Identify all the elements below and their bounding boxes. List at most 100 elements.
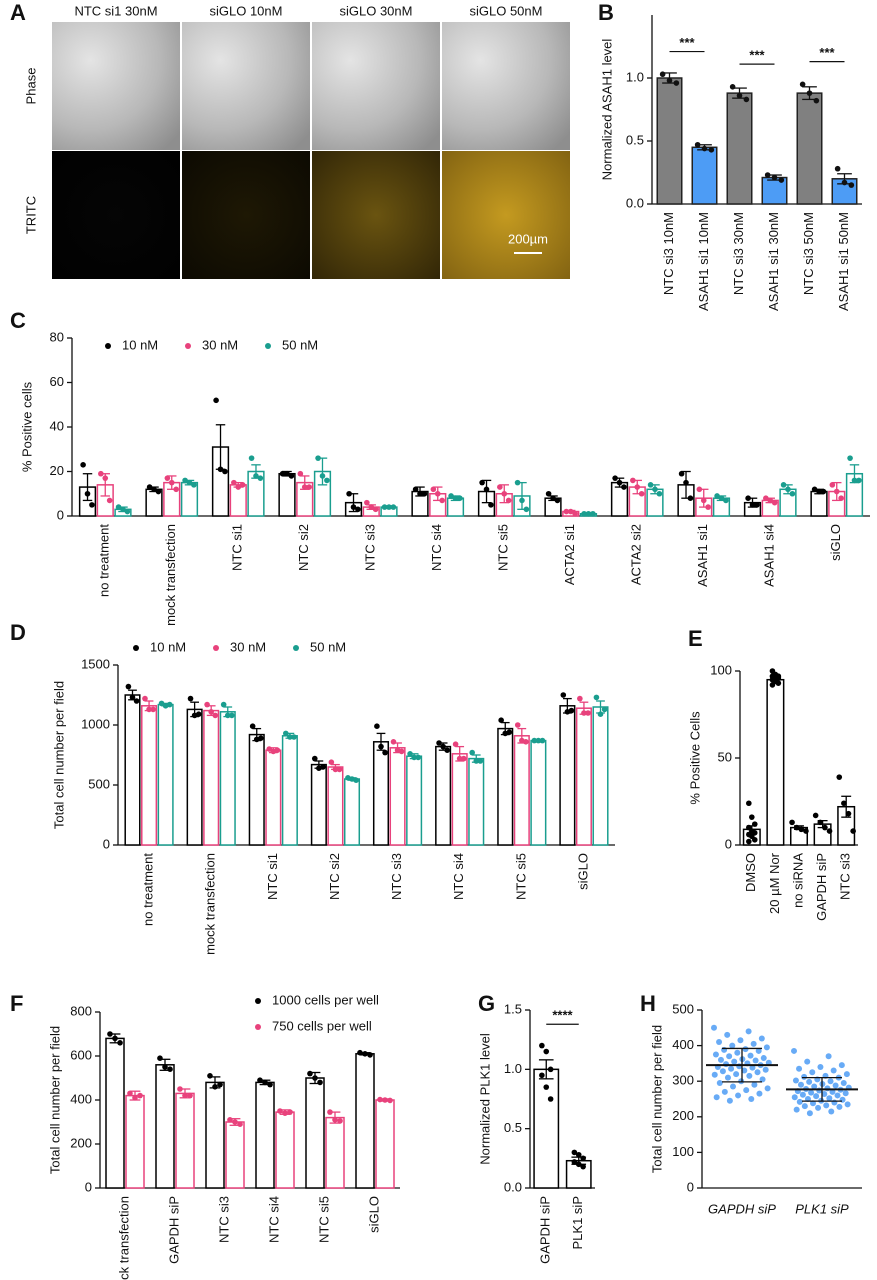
data-point	[751, 836, 758, 843]
y-tick-label: 100	[710, 662, 732, 677]
y-tick-label: 600	[70, 1047, 92, 1062]
data-point	[746, 838, 752, 845]
data-point	[842, 1090, 849, 1097]
data-point	[804, 1058, 811, 1065]
data-point	[758, 1035, 765, 1042]
data-point	[806, 90, 813, 96]
bar	[656, 77, 683, 205]
x-tick-label: NTC si2	[327, 853, 342, 900]
data-point	[167, 1066, 173, 1072]
data-point	[712, 1051, 719, 1058]
data-point	[457, 495, 463, 502]
y-tick-label: 100	[672, 1144, 694, 1159]
legend-marker	[265, 343, 271, 349]
data-point	[220, 701, 227, 708]
bar	[125, 1094, 145, 1189]
data-point	[301, 484, 308, 490]
data-point	[412, 486, 419, 493]
data-point	[168, 479, 175, 486]
data-point	[545, 490, 552, 497]
data-point	[337, 1118, 343, 1124]
data-point	[142, 695, 148, 702]
data-point	[601, 706, 608, 713]
y-tick-label: 0.0	[626, 195, 644, 210]
data-point	[791, 1094, 798, 1101]
data-point	[519, 497, 525, 504]
bar	[157, 703, 174, 846]
data-point	[237, 1121, 243, 1127]
data-point	[841, 179, 848, 186]
x-tick-label: NTC si3 10nM	[661, 212, 676, 295]
data-point	[115, 504, 122, 510]
data-point	[444, 747, 450, 753]
data-point	[585, 510, 592, 517]
data-point	[778, 177, 785, 183]
data-point	[780, 482, 787, 488]
data-point	[701, 145, 708, 152]
x-tick-label: NTC si3 50nM	[801, 212, 816, 295]
data-point	[166, 701, 173, 708]
data-point	[848, 182, 855, 188]
bar	[691, 146, 718, 205]
data-point	[129, 694, 136, 701]
legend-label: 50 nM	[282, 337, 318, 352]
x-tick-label: siGLO	[828, 524, 843, 561]
bar	[796, 92, 823, 205]
data-point	[317, 1079, 323, 1086]
data-point	[547, 1096, 554, 1102]
data-point	[806, 1110, 813, 1117]
data-point	[374, 723, 380, 729]
data-point	[568, 707, 575, 714]
data-point	[195, 711, 202, 717]
x-tick-label: GAPDH siP	[538, 1196, 553, 1264]
bar	[435, 745, 452, 846]
y-axis-label: % Positive Cells	[687, 711, 702, 805]
bar	[355, 1053, 375, 1189]
data-point	[822, 824, 828, 831]
data-point	[182, 477, 188, 484]
y-tick-label: 1.5	[504, 1001, 522, 1016]
x-tick-label: ASAH1 si1 50nM	[836, 212, 851, 311]
data-point	[262, 1079, 268, 1086]
data-point	[187, 1092, 193, 1099]
data-point	[799, 1091, 806, 1098]
data-point	[840, 1079, 847, 1086]
data-point	[721, 1088, 728, 1095]
tritc-image	[442, 151, 570, 279]
data-point	[274, 747, 281, 753]
panel-letter: G	[478, 991, 495, 1016]
data-point	[749, 502, 756, 508]
legend-label: 1000 cells per well	[272, 992, 379, 1007]
x-tick-label: GAPDH siP	[166, 1196, 181, 1264]
data-point	[282, 1110, 288, 1116]
data-point	[362, 1051, 368, 1057]
data-point	[267, 1081, 273, 1088]
data-point	[204, 701, 210, 708]
data-point	[724, 1074, 731, 1081]
bar	[265, 749, 282, 846]
data-point	[381, 504, 388, 510]
panel-letter: H	[640, 991, 656, 1016]
bar	[155, 1064, 175, 1189]
data-point	[112, 1035, 118, 1042]
bar	[219, 711, 236, 846]
data-point	[809, 1069, 816, 1076]
data-point	[705, 504, 711, 510]
data-point	[477, 758, 484, 764]
data-point	[364, 499, 370, 506]
data-point	[288, 473, 295, 479]
data-point	[833, 488, 840, 495]
x-tick-label: no treatment	[97, 524, 112, 597]
data-point	[832, 1082, 839, 1089]
data-point	[841, 800, 847, 807]
y-tick-label: 0	[687, 1179, 694, 1194]
data-point	[336, 766, 343, 773]
data-point	[146, 484, 153, 490]
bar	[203, 709, 220, 846]
data-point	[158, 700, 165, 707]
data-point	[730, 1083, 737, 1090]
data-point	[829, 482, 836, 488]
data-point	[621, 484, 627, 490]
data-point	[826, 1095, 833, 1102]
bar	[375, 1099, 395, 1189]
